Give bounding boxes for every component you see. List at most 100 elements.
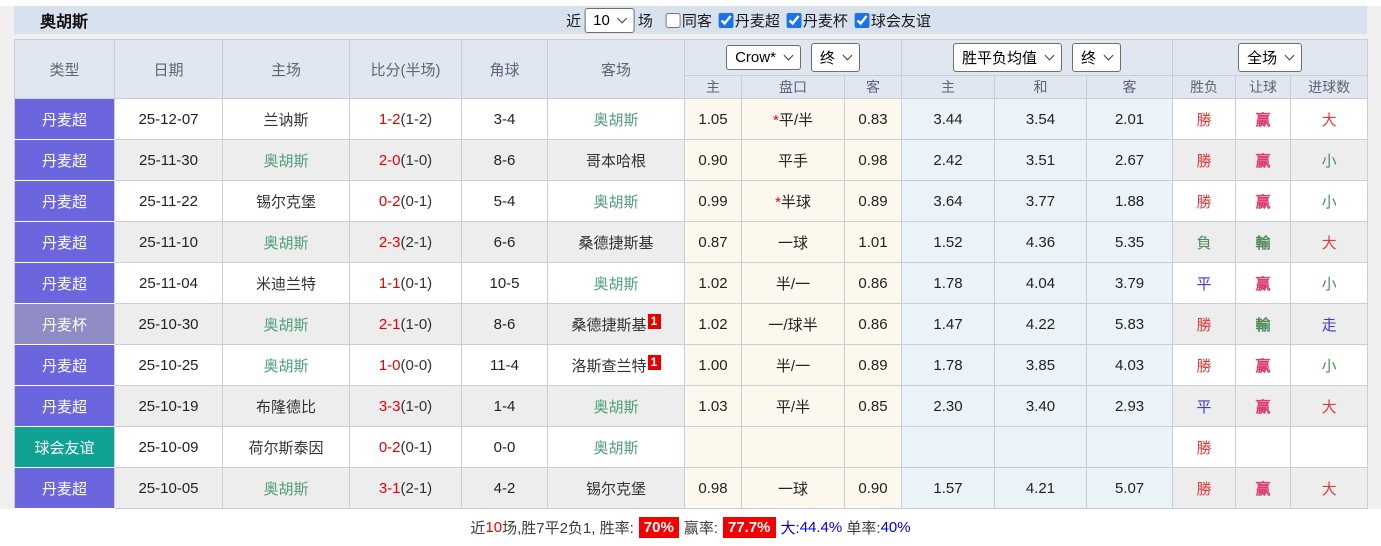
home-team-cell: 奥胡斯 [222, 467, 350, 509]
home-odds-cell: 0.99 [684, 180, 742, 222]
away-team-cell: 桑德捷斯基 [547, 221, 685, 263]
score-cell: 1-2(1-2) [349, 98, 462, 140]
result-cell: 勝 [1172, 467, 1237, 509]
avg-home-cell: 1.47 [901, 303, 996, 345]
handicap-cell: 一/球半 [741, 303, 845, 345]
away-odds-cell: 0.98 [843, 139, 903, 181]
filter-checkbox[interactable] [854, 12, 870, 28]
red-card-badge: 1 [647, 354, 661, 370]
halftime-score: (1-0) [400, 397, 433, 415]
summary-bar: 近 10 场,胜7平2负1, 胜率: 70% 赢率: 77.7% 大: 44.4% 单率: 40… [0, 509, 1381, 546]
odds-company-select[interactable]: Crow* [726, 45, 801, 70]
goals-result-cell: 小 [1290, 344, 1369, 386]
handicap-result-cell: 赢 [1235, 385, 1292, 427]
matches-label: 场 [637, 12, 653, 30]
goals-result-cell [1290, 426, 1369, 468]
handicap-cell [741, 426, 845, 468]
avg-type-select[interactable]: 胜平负均值 [953, 43, 1063, 72]
handicap-cell: 平/半 [741, 385, 845, 427]
fulltime-score: 1-0 [378, 356, 401, 374]
corner-cell: 8-6 [461, 303, 548, 345]
filter-league-2[interactable]: 丹麦杯 [780, 10, 848, 31]
away-team-cell: 桑德捷斯基 1 [547, 303, 685, 345]
scope-select[interactable]: 全场 [1238, 43, 1303, 72]
filter-checkbox[interactable] [718, 12, 734, 28]
matches-table: 类型 日期 主场 比分(半场) 角球 客场 Crow* 终 [14, 39, 1369, 509]
fulltime-score: 1-1 [378, 274, 401, 292]
avg-away-cell: 1.88 [1086, 180, 1174, 222]
goals-result-cell: 小 [1290, 139, 1369, 181]
fulltime-score: 3-1 [378, 479, 401, 497]
away-odds-cell: 0.89 [843, 180, 903, 222]
home-odds-cell: 1.05 [684, 98, 742, 140]
recent-count-select[interactable]: 10 [584, 7, 635, 33]
halftime-score: (2-1) [400, 233, 433, 251]
avg-draw-cell: 3.54 [994, 98, 1088, 140]
odds-time-select[interactable]: 终 [810, 43, 860, 72]
avg-away-cell: 5.07 [1086, 467, 1174, 509]
avg-home-cell: 3.44 [901, 98, 996, 140]
home-odds-cell [684, 426, 742, 468]
result-cell: 勝 [1172, 426, 1237, 468]
avg-draw-cell: 3.40 [994, 385, 1088, 427]
filter-label: 球会友谊 [870, 12, 931, 30]
away-odds-cell: 0.89 [843, 344, 903, 386]
corner-cell: 10-5 [461, 262, 548, 304]
avg-home-cell: 1.78 [901, 344, 996, 386]
home-odds-cell: 0.87 [684, 221, 742, 263]
col-header-type: 类型 [14, 39, 115, 99]
away-odds-cell: 0.85 [843, 385, 903, 427]
filter-league-3[interactable]: 球会友谊 [848, 10, 931, 31]
result-cell: 負 [1172, 221, 1237, 263]
handicap-cell: 平手 [741, 139, 845, 181]
away-team-cell: 哥本哈根 [547, 139, 685, 181]
corner-cell: 4-2 [461, 467, 548, 509]
avg-home-cell: 2.42 [901, 139, 996, 181]
avg-away-cell: 4.03 [1086, 344, 1174, 386]
score-cell: 2-1(1-0) [349, 303, 462, 345]
handicap-cell: 一球 [741, 467, 845, 509]
handicap-cell: 半/一 [741, 344, 845, 386]
filter-label: 丹麦超 [734, 12, 780, 30]
fulltime-score: 3-3 [378, 397, 401, 415]
filter-checkbox[interactable] [786, 12, 802, 28]
filter-same-opponent[interactable]: 同客 [659, 10, 712, 31]
filter-checkbox[interactable] [665, 12, 681, 28]
summary-text: 44.4% [799, 519, 843, 536]
corner-cell: 1-4 [461, 385, 548, 427]
live-odds-star: * [775, 193, 781, 211]
avg-draw-cell: 4.36 [994, 221, 1088, 263]
chevron-down-icon [842, 50, 853, 61]
handicap-cell: 半/一 [741, 262, 845, 304]
filter-label: 丹麦杯 [802, 12, 848, 30]
halftime-score: (0-1) [400, 192, 433, 210]
col-header-home: 主场 [222, 39, 350, 99]
handicap-result-cell: 赢 [1235, 98, 1292, 140]
subcol-avg-away: 客 [1086, 75, 1174, 99]
avg-draw-cell: 3.85 [994, 344, 1088, 386]
halftime-score: (1-0) [400, 315, 433, 333]
score-cell: 1-0(0-0) [349, 344, 462, 386]
date-cell: 25-12-07 [114, 98, 223, 140]
result-cell: 勝 [1172, 180, 1237, 222]
home-odds-cell: 1.00 [684, 344, 742, 386]
subcol-result: 胜负 [1172, 75, 1237, 99]
avg-away-cell: 2.01 [1086, 98, 1174, 140]
recent-label: 近 [566, 12, 582, 30]
handicap-result-cell: 輸 [1235, 303, 1292, 345]
match-row: 丹麦超 25-11-22 锡尔克堡 0-2(0-1) 5-4 奥胡斯 0.99 *半球 0.89… [14, 180, 1369, 222]
goals-result-cell: 小 [1290, 262, 1369, 304]
handicap-cell: *平/半 [741, 98, 845, 140]
avg-home-cell: 3.64 [901, 180, 996, 222]
home-team-cell: 奥胡斯 [222, 303, 350, 345]
league-cell: 丹麦超 [14, 344, 115, 386]
avg-time-select[interactable]: 终 [1072, 43, 1122, 72]
home-odds-cell: 0.90 [684, 139, 742, 181]
home-team-cell: 奥胡斯 [222, 139, 350, 181]
date-cell: 25-10-30 [114, 303, 223, 345]
handicap-cell: *半球 [741, 180, 845, 222]
filter-league-1[interactable]: 丹麦超 [712, 10, 780, 31]
corner-cell: 8-6 [461, 139, 548, 181]
team-header-bar: 奥胡斯 近 10 场 同客 丹麦超 丹麦杯 球会友谊 [14, 6, 1367, 34]
date-cell: 25-10-19 [114, 385, 223, 427]
